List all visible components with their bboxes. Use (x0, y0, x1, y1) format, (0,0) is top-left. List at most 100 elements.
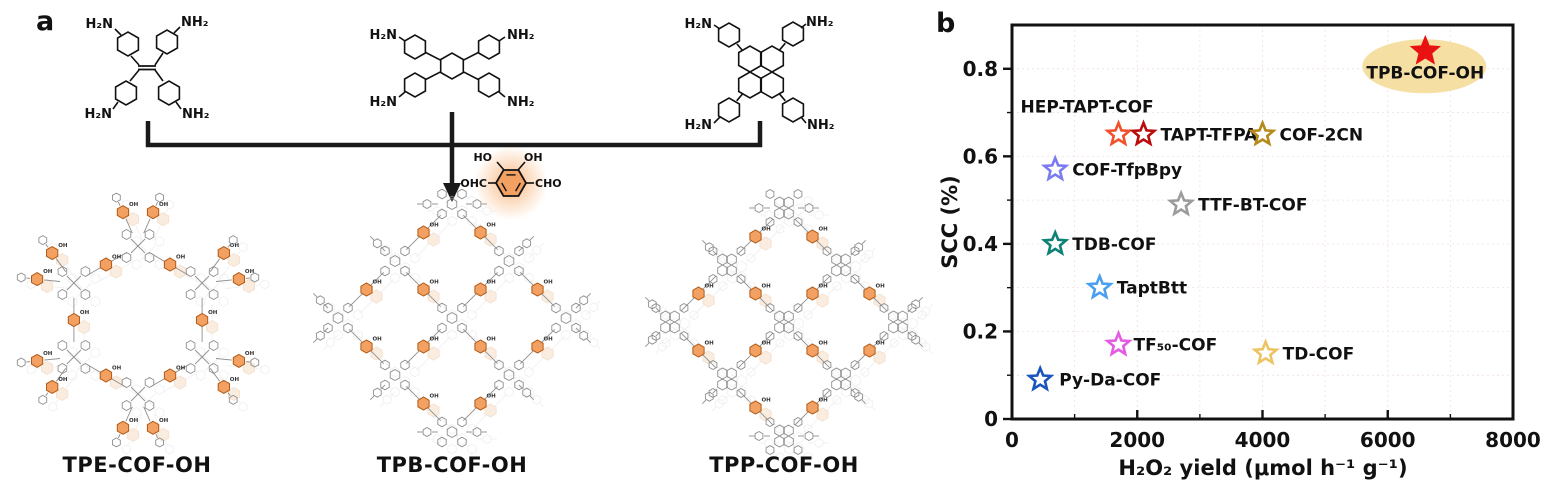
dialdehyde-linker-structure: HO OH OHC CHO (460, 146, 562, 220)
svg-text:OH: OH (430, 337, 440, 343)
panel-b-chart: b TPB-COF-OH HEP-TAPT-COF TAPT-TFPA COF-2CN… (936, 8, 1541, 480)
x-tick-label: 6000 (1360, 428, 1416, 452)
x-axis-title: H₂O₂ yield (μmol h⁻¹ g⁻¹) (1118, 456, 1407, 480)
amine-label: H₂N (85, 107, 112, 122)
svg-text:OH: OH (762, 284, 772, 290)
tpe-cof-name: TPE-COF-OH (63, 453, 212, 477)
amine-label: H₂N (370, 28, 397, 43)
point-label: COF-TfpBpy (1072, 161, 1182, 181)
tpe-tetraamine-structure (112, 26, 182, 110)
svg-text:OH: OH (159, 202, 169, 208)
hydroxyl-label: HO (473, 151, 492, 164)
point-label: TDB-COF (1072, 235, 1156, 255)
svg-text:OH: OH (487, 280, 497, 286)
svg-text:OH: OH (762, 341, 772, 347)
amine-label: NH₂ (806, 15, 833, 30)
scatter-points: TPB-COF-OH HEP-TAPT-COF TAPT-TFPA COF-2CN CO… (1021, 34, 1487, 392)
point-label: TD-COF (1283, 344, 1355, 364)
svg-text:OH: OH (762, 398, 772, 404)
svg-text:OH: OH (430, 394, 440, 400)
star-marker (1040, 154, 1070, 182)
svg-text:OH: OH (112, 366, 122, 372)
svg-text:OH: OH (430, 280, 440, 286)
star-marker (1104, 329, 1133, 357)
star-marker (1251, 338, 1280, 366)
point-label: TPB-COF-OH (1366, 63, 1484, 83)
star-marker (1129, 119, 1158, 147)
amine-label: H₂N (86, 17, 113, 32)
scatter-point-Py-Da-COF: Py-Da-COF (1025, 364, 1161, 392)
amine-label: NH₂ (182, 107, 209, 122)
x-tick-label: 4000 (1235, 428, 1291, 452)
panel-b-label: b (936, 8, 955, 39)
svg-text:OH: OH (176, 255, 186, 261)
svg-text:OH: OH (819, 341, 829, 347)
svg-text:OH: OH (544, 280, 554, 286)
aldehyde-label: OHC (460, 177, 487, 190)
point-label: TF₅₀-COF (1134, 336, 1218, 356)
tpe-cof-network: OH OH OH OH OH OH OH OH OH OH OH OH OH OH OH OH OH OH (16, 192, 270, 455)
point-label: TTF-BT-COF (1198, 196, 1307, 216)
svg-text:OH: OH (373, 280, 383, 286)
point-label: TAPT-TFPA (1161, 125, 1259, 145)
svg-text:OH: OH (43, 269, 53, 275)
svg-text:OH: OH (373, 337, 383, 343)
star-marker (1025, 364, 1055, 392)
svg-text:OH: OH (819, 227, 829, 233)
star-marker (1041, 228, 1070, 257)
amine-label: H₂N (370, 95, 397, 110)
star-marker (1104, 119, 1133, 147)
amine-label: NH₂ (507, 95, 534, 110)
y-tick-label: 0 (984, 407, 998, 431)
svg-text:OH: OH (58, 377, 68, 383)
svg-text:OH: OH (230, 243, 240, 249)
chart-axes: 0 2000 4000 6000 8000 0 0.2 0.4 0.6 0.8 (963, 23, 1541, 452)
svg-text:OH: OH (176, 366, 186, 372)
tpp-cof-name: TPP-COF-OH (709, 453, 859, 477)
point-label: TaptBtt (1117, 279, 1187, 299)
svg-text:OH: OH (544, 337, 554, 343)
star-marker (1085, 272, 1114, 300)
star-marker (1248, 119, 1277, 147)
svg-text:OH: OH (43, 351, 53, 357)
scatter-point-HEP-TAPT-COF: HEP-TAPT-COF (1021, 97, 1154, 147)
svg-text:OH: OH (129, 418, 139, 424)
tpb-cof-network: OH OH OH OH OH OH OH OH OH OH OH OH (312, 188, 602, 455)
scatter-point-COF-2CN: COF-2CN (1248, 119, 1363, 147)
scatter-point-TD-COF: TD-COF (1251, 338, 1355, 366)
scatter-point-TPB-COF-OH: TPB-COF-OH (1362, 34, 1487, 94)
y-tick-label: 0.6 (963, 144, 998, 168)
tpp-tetraamine-structure (713, 21, 807, 124)
y-tick-label: 0.2 (963, 319, 998, 343)
svg-text:OH: OH (245, 351, 255, 357)
svg-text:OH: OH (208, 310, 218, 316)
y-axis-title: SCC (%) (938, 175, 962, 269)
amine-label: NH₂ (507, 28, 534, 43)
hydroxyl-label: OH (524, 151, 543, 164)
svg-text:OH: OH (487, 394, 497, 400)
svg-text:OH: OH (819, 284, 829, 290)
reaction-arrow (443, 112, 461, 202)
svg-text:OH: OH (876, 284, 886, 290)
svg-text:OH: OH (762, 227, 772, 233)
svg-text:OH: OH (58, 243, 68, 249)
svg-text:OH: OH (705, 284, 715, 290)
amine-label: H₂N (685, 17, 712, 32)
svg-text:OH: OH (705, 341, 715, 347)
svg-text:OH: OH (112, 255, 122, 261)
scatter-point-TAPT-TFPA: TAPT-TFPA (1129, 119, 1259, 147)
tpb-cof-name: TPB-COF-OH (377, 453, 528, 477)
svg-text:OH: OH (819, 398, 829, 404)
x-tick-label: 0 (1005, 428, 1019, 452)
point-label: HEP-TAPT-COF (1021, 97, 1154, 117)
scatter-point-COF-TfpBpy: COF-TfpBpy (1040, 154, 1182, 182)
amine-label: NH₂ (807, 118, 834, 133)
scatter-point-TF₅₀-COF: TF₅₀-COF (1104, 329, 1218, 357)
panel-a-scheme: a H₂N NH₂ H₂N NH₂ H₂N NH₂ H₂N NH₂ H₂N NH… (16, 6, 934, 477)
amine-label: NH₂ (181, 15, 208, 30)
star-marker (1166, 189, 1196, 217)
svg-text:OH: OH (230, 377, 240, 383)
x-tick-label: 2000 (1109, 428, 1165, 452)
point-label: Py-Da-COF (1059, 371, 1161, 391)
